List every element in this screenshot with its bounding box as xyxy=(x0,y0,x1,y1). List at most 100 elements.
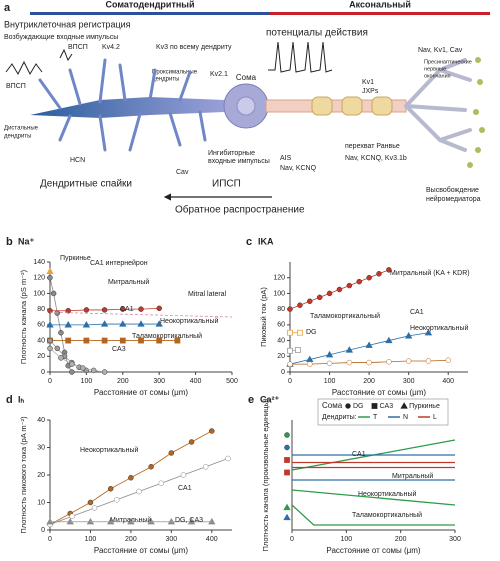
series-line xyxy=(291,504,455,526)
point xyxy=(346,282,353,289)
legend-label: DG xyxy=(353,403,364,410)
point xyxy=(101,337,108,344)
point xyxy=(188,439,195,445)
panel-letter: a xyxy=(4,2,11,14)
x-axis-label: Расстояние от сомы (μm) xyxy=(332,388,427,397)
point xyxy=(156,337,163,344)
y-tick-label: 80 xyxy=(277,306,285,313)
x-tick-label: 200 xyxy=(363,378,375,385)
point xyxy=(120,306,126,312)
point xyxy=(346,359,353,366)
series-label: CA1 интернейрон xyxy=(90,259,148,267)
point xyxy=(307,298,313,305)
label: Проксимальные xyxy=(152,70,198,76)
soma-point xyxy=(284,444,290,451)
point xyxy=(47,274,53,281)
label: HCN xyxy=(70,157,85,164)
point xyxy=(356,278,362,285)
point xyxy=(366,359,372,366)
y-tick-label: 60 xyxy=(37,322,45,329)
legend-label: N xyxy=(403,414,408,421)
x-axis-label: Расстояние от сомы (μm) xyxy=(94,546,189,555)
point xyxy=(101,307,108,313)
x-tick-label: 300 xyxy=(449,536,461,543)
x-tick-label: 0 xyxy=(48,536,52,543)
point xyxy=(287,347,293,354)
point xyxy=(83,337,90,344)
panel-letter: b xyxy=(6,236,13,248)
epsp-trace xyxy=(59,48,73,62)
series-label: Митральный xyxy=(110,516,151,524)
nucleus xyxy=(236,96,256,116)
point xyxy=(148,464,154,470)
label: дендриты xyxy=(4,134,31,140)
soma-point xyxy=(284,469,290,476)
legend-marker xyxy=(400,402,408,409)
y-tick-label: 80 xyxy=(37,306,45,313)
legend-marker xyxy=(371,403,378,409)
series-label: CA1 xyxy=(120,306,134,313)
y-tick-label: 120 xyxy=(33,275,45,282)
label: Nav, Kv1, Cav xyxy=(418,47,463,54)
chart-title: Na⁺ xyxy=(18,236,35,246)
legend-title: Сома xyxy=(322,401,343,410)
y-tick-label: 40 xyxy=(37,337,45,344)
label: нейромедиатора xyxy=(426,195,481,203)
point xyxy=(345,346,354,353)
soma-point xyxy=(284,457,290,463)
chart-title: Iₕ xyxy=(18,394,25,404)
dendrite xyxy=(30,97,225,118)
legend-title: Дендриты: xyxy=(322,414,357,421)
series-label: Митральный (KA + KDR) xyxy=(390,269,470,277)
y-tick-label: 0 xyxy=(281,369,285,376)
point xyxy=(386,359,392,365)
myelin xyxy=(311,96,333,116)
label: ИПСП xyxy=(212,179,241,190)
point xyxy=(326,290,333,297)
y-axis-label: Плотность канала (pS m⁻²) xyxy=(19,269,28,364)
x-tick-label: 400 xyxy=(190,378,202,385)
dendrite-branch xyxy=(38,58,207,152)
legend-box xyxy=(317,398,449,426)
point xyxy=(80,365,86,371)
x-axis-label: Расстояние от сомы (μm) xyxy=(326,546,421,555)
label: окончания xyxy=(424,73,451,79)
x-tick-label: 200 xyxy=(125,536,137,543)
point xyxy=(64,321,72,328)
y-tick-label: 120 xyxy=(273,275,285,282)
chart-title: Ca²⁺ xyxy=(260,394,280,404)
x-tick-label: 500 xyxy=(226,378,238,385)
y-tick-label: 140 xyxy=(33,259,45,266)
point xyxy=(50,290,57,297)
point xyxy=(58,355,64,361)
series-label: Таламокортикальный xyxy=(310,312,380,320)
x-tick-label: 100 xyxy=(340,536,352,543)
annotation: Таламокортикальный xyxy=(352,511,422,519)
y-tick-label: 100 xyxy=(33,290,45,297)
point xyxy=(58,329,64,336)
point xyxy=(156,305,162,312)
series-label: Mitral lateral xyxy=(188,291,227,298)
point xyxy=(47,345,53,352)
point xyxy=(365,341,373,348)
label: Дендритные спайки xyxy=(40,179,132,190)
terminal xyxy=(404,58,472,152)
header-bar xyxy=(270,12,490,15)
y-tick-label: 30 xyxy=(37,444,45,451)
annotation: Неокортикальный xyxy=(358,490,416,498)
soma-point xyxy=(283,513,291,521)
point xyxy=(54,310,61,316)
point xyxy=(158,480,164,486)
point xyxy=(297,302,303,308)
panel-a: a Соматодендритный Аксональный Внутрикле… xyxy=(4,0,490,216)
point xyxy=(91,505,98,511)
point xyxy=(138,337,144,344)
point xyxy=(405,358,412,364)
label: Kv2.1 xyxy=(210,71,228,78)
series-label: Пуркинье xyxy=(60,255,91,262)
point xyxy=(83,307,90,313)
point xyxy=(445,357,451,363)
label: Kv3 по всему дендриту xyxy=(156,44,232,51)
point xyxy=(174,337,181,344)
